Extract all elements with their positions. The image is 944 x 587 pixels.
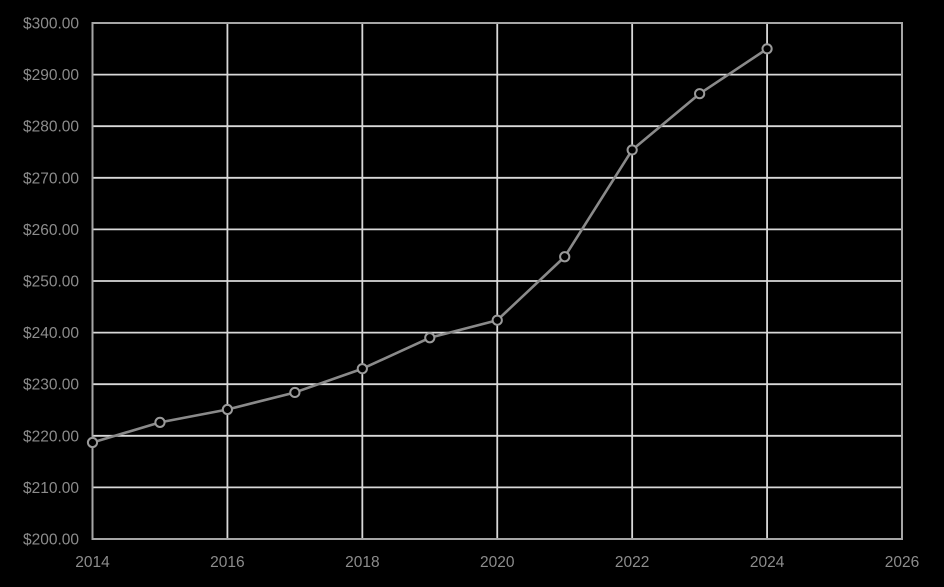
y-tick-label: $270.00: [23, 170, 79, 187]
y-tick-label: $210.00: [23, 480, 79, 497]
plot-border: [91, 22, 903, 540]
x-tick-label: 2022: [615, 554, 649, 571]
x-tick-label: 2024: [750, 554, 785, 571]
x-tick-label: 2020: [480, 554, 515, 571]
data-point-marker-2024: [761, 43, 773, 55]
data-point-marker-2018: [356, 363, 368, 375]
data-point-marker-2017: [289, 386, 301, 399]
y-tick-label: $250.00: [23, 274, 79, 291]
y-tick-label: $230.00: [23, 377, 79, 394]
y-tick-label: $200.00: [23, 532, 79, 549]
x-tick-label: 2026: [885, 554, 919, 571]
y-tick-label: $220.00: [23, 428, 79, 445]
x-tick-label: 2014: [75, 554, 110, 571]
y-tick-label: $300.00: [23, 16, 79, 33]
data-point-marker-2023: [694, 88, 706, 100]
y-tick-label: $260.00: [23, 222, 79, 239]
x-tick-label: 2018: [345, 554, 379, 571]
data-point-marker-2021: [559, 251, 571, 263]
data-point-marker-2019: [424, 332, 436, 344]
y-tick-label: $280.00: [23, 119, 79, 136]
data-point-marker-2015: [154, 416, 166, 428]
data-point-marker-2014: [86, 436, 99, 449]
data-point-marker-2020: [491, 314, 503, 326]
data-point-marker-2016: [221, 403, 234, 416]
x-tick-label: 2016: [210, 554, 244, 571]
data-point-marker-2022: [626, 144, 638, 156]
y-tick-label: $290.00: [23, 67, 79, 84]
y-tick-label: $240.00: [23, 325, 79, 342]
